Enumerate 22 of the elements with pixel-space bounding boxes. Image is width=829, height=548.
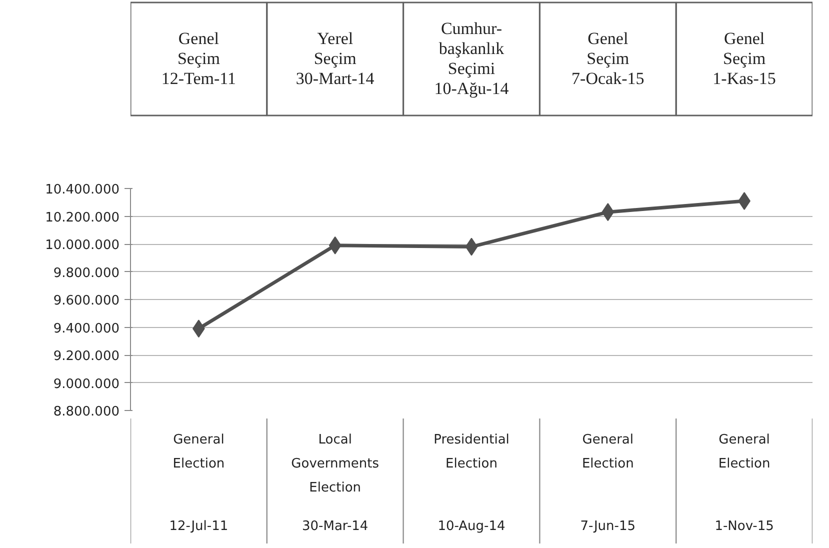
text: Genel Seçim 12-Tem-11 <box>161 29 236 88</box>
y-tick-label: 10.200.000 <box>45 210 120 226</box>
y-tick-label: 9.800.000 <box>53 266 120 281</box>
y-tick-label: 10.000.000 <box>45 238 120 253</box>
category-label: General Election 7-Jun-15 <box>580 432 636 534</box>
y-tick-label: 8.800.000 <box>53 404 120 420</box>
y-tick-label: 10.400.000 <box>45 182 120 198</box>
y-tick-label: 9.000.000 <box>53 376 120 392</box>
category-label: Local Governments Election 30-Mar-14 <box>291 432 380 534</box>
category-label: Presidential Election 10-Aug-14 <box>434 432 510 534</box>
text: Cumhur- başkanlık Seçimi 10-Ağu-14 <box>434 19 510 98</box>
y-tick-label: 9.400.000 <box>53 321 120 336</box>
point <box>465 238 478 256</box>
category-label: General Election 12-Jul-11 <box>169 432 228 534</box>
text: Genel Seçim 1-Kas-15 <box>712 29 776 88</box>
y-tick-label: 9.600.000 <box>53 294 120 308</box>
text: Yerel Seçim 30-Mart-14 <box>296 29 375 88</box>
category-label: General Election 1-Nov-15 <box>714 432 774 534</box>
y-tick-label: 9.200.000 <box>53 349 120 364</box>
point <box>602 203 614 222</box>
point <box>328 236 342 254</box>
text: Genel Seçim 7-Ocak-15 <box>572 29 644 88</box>
